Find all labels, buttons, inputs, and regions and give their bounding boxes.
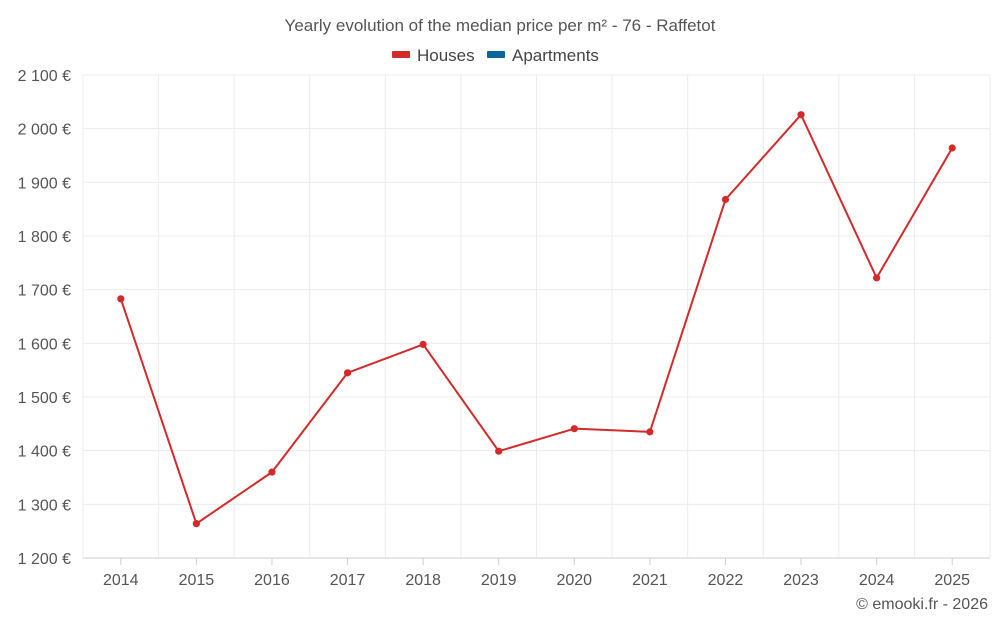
x-tick-label: 2020 xyxy=(556,572,592,589)
series-line-houses xyxy=(119,113,954,525)
x-tick-label: 2019 xyxy=(481,572,517,589)
data-point-houses-2022[interactable] xyxy=(721,195,730,204)
data-point-houses-2014[interactable] xyxy=(117,295,125,303)
y-tick-label: 1 200 € xyxy=(18,551,71,568)
x-tick-label: 2018 xyxy=(405,572,441,589)
y-tick-label: 1 500 € xyxy=(18,390,71,407)
y-tick-label: 1 800 € xyxy=(18,229,71,246)
y-tick-label: 1 300 € xyxy=(18,497,71,514)
x-tick-label: 2023 xyxy=(783,572,819,589)
legend-label-apartments[interactable]: Apartments xyxy=(512,46,599,65)
legend-label-houses[interactable]: Houses xyxy=(417,46,475,65)
data-point-houses-2015[interactable] xyxy=(192,520,200,528)
x-tick-label: 2017 xyxy=(330,572,366,589)
y-tick-label: 1 700 € xyxy=(18,283,71,300)
chart-title: Yearly evolution of the median price per… xyxy=(285,16,716,35)
data-point-houses-2024[interactable] xyxy=(873,274,881,282)
data-point-houses-2023[interactable] xyxy=(797,111,805,119)
series-layer xyxy=(117,111,956,528)
x-tick-label: 2022 xyxy=(708,572,744,589)
x-tick-label: 2014 xyxy=(103,572,139,589)
y-tick-label: 2 000 € xyxy=(18,122,71,139)
legend: Houses Apartments xyxy=(392,46,599,65)
x-tick-label: 2021 xyxy=(632,572,668,589)
x-axis: 2014 2015 2016 2017 2018 2019 2020 2021 2022 2023… xyxy=(103,558,970,589)
y-tick-label: 1 900 € xyxy=(18,175,71,192)
y-tick-label: 1 600 € xyxy=(18,336,71,353)
data-point-houses-2017[interactable] xyxy=(343,369,352,377)
grid xyxy=(82,74,991,559)
x-tick-label: 2015 xyxy=(179,572,215,589)
data-point-houses-2020[interactable] xyxy=(570,425,578,433)
x-tick-label: 2016 xyxy=(254,572,290,589)
data-point-houses-2025[interactable] xyxy=(948,144,956,152)
credit-text: © emooki.fr - 2026 xyxy=(856,596,988,613)
legend-swatch-apartments[interactable] xyxy=(487,51,505,58)
x-tick-label: 2024 xyxy=(859,572,895,589)
legend-swatch-houses[interactable] xyxy=(392,51,410,58)
y-tick-label: 1 400 € xyxy=(18,444,71,461)
data-point-houses-2016[interactable] xyxy=(268,468,276,476)
data-point-houses-2019[interactable] xyxy=(495,447,503,455)
y-tick-label: 2 100 € xyxy=(18,68,71,85)
data-point-houses-2021[interactable] xyxy=(646,428,654,436)
y-axis: 1 200 € 1 300 € 1 400 € 1 500 € 1 600 € 1 700… xyxy=(18,68,71,568)
data-point-houses-2018[interactable] xyxy=(419,340,427,349)
x-tick-label: 2025 xyxy=(934,572,970,589)
